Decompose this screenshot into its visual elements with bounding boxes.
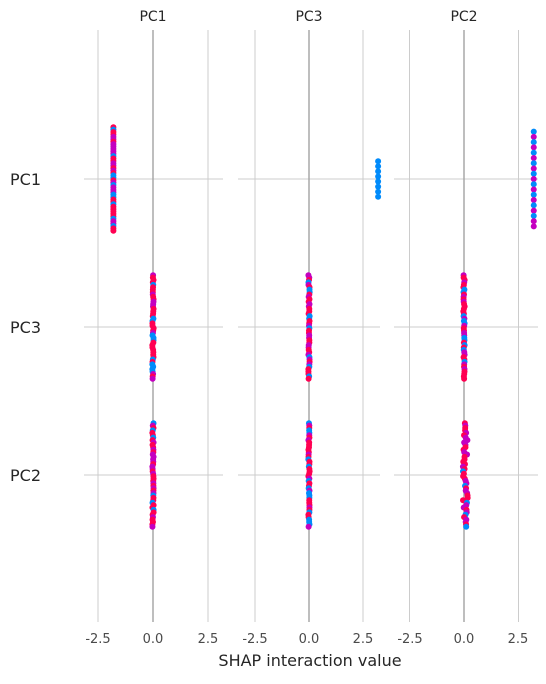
- scatter-point: [530, 191, 537, 198]
- scatter-point: [375, 163, 382, 170]
- scatter-point: [530, 154, 537, 161]
- scatter-point: [463, 523, 470, 530]
- panel-title-1: PC1: [139, 9, 166, 25]
- scatter-point: [530, 202, 537, 209]
- scatter-point: [530, 149, 537, 156]
- x-tick-p2-pos: 2.5: [353, 632, 374, 647]
- scatter-point: [530, 170, 537, 177]
- x-tick-p2-zero: 0.0: [299, 632, 320, 647]
- x-tick-p3-zero: 0.0: [454, 632, 475, 647]
- scatter-point: [530, 197, 537, 204]
- scatter-point: [530, 133, 537, 140]
- x-tick-p2-neg: -2.5: [242, 632, 267, 647]
- scatter-point: [530, 139, 537, 146]
- panel-title-3: PC2: [450, 9, 477, 25]
- scatter-point: [375, 173, 382, 180]
- scatter-point: [110, 227, 117, 234]
- scatter-point: [305, 375, 312, 382]
- scatter-point: [530, 181, 537, 188]
- row-label-1: PC1: [10, 170, 41, 189]
- scatter-point: [530, 128, 537, 135]
- x-tick-p1-zero: 0.0: [143, 632, 164, 647]
- scatter-point: [375, 183, 382, 190]
- scatter-point: [530, 223, 537, 230]
- scatter-point: [461, 375, 468, 382]
- x-tick-p3-pos: 2.5: [508, 632, 529, 647]
- scatter-point: [530, 186, 537, 193]
- panel-title-2: PC3: [295, 9, 322, 25]
- x-axis-label: SHAP interaction value: [218, 651, 401, 670]
- scatter-point: [375, 188, 382, 195]
- scatter-point: [530, 176, 537, 182]
- scatter-point: [530, 207, 537, 214]
- scatter-point: [530, 212, 537, 219]
- row-label-3: PC2: [10, 466, 41, 485]
- scatter-point: [149, 523, 156, 530]
- scatter-point: [530, 165, 537, 172]
- x-tick-p3-neg: -2.5: [397, 632, 422, 647]
- scatter-point: [375, 168, 382, 175]
- x-tick-p1-neg: -2.5: [85, 632, 110, 647]
- scatter-point: [530, 144, 537, 151]
- scatter-point: [305, 523, 312, 530]
- scatter-point: [375, 193, 382, 200]
- scatter-point: [530, 160, 537, 167]
- scatter-point: [530, 218, 537, 225]
- row-label-2: PC3: [10, 318, 41, 337]
- scatter-point: [375, 178, 382, 185]
- x-tick-p1-pos: 2.5: [198, 632, 219, 647]
- scatter-point: [375, 158, 382, 165]
- scatter-point: [464, 494, 471, 501]
- scatter-point: [149, 375, 156, 382]
